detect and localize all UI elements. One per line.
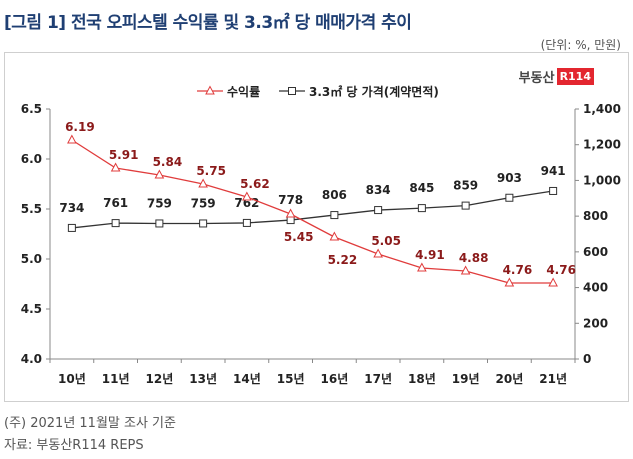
yield-data-label: 5.22: [328, 253, 358, 267]
price-data-label: 759: [191, 196, 216, 210]
price-data-label: 761: [103, 196, 128, 210]
price-series-line: [71, 190, 554, 229]
yield-data-label: 6.19: [65, 120, 95, 134]
yield-point-marker: [198, 178, 208, 188]
price-data-label: 806: [322, 188, 347, 202]
price-point-marker: [67, 223, 76, 232]
footnote-source: 자료: 부동산R114 REPS: [4, 438, 144, 453]
left-tick-label: 4.5: [21, 302, 42, 316]
yield-data-label: 5.84: [153, 155, 183, 169]
chart-title: [그림 1] 전국 오피스텔 수익률 및 3.3㎡ 당 매매가격 추이: [4, 13, 412, 33]
yield-point-marker: [460, 265, 471, 275]
price-data-label: 845: [409, 181, 434, 195]
price-point-marker: [417, 204, 426, 213]
price-point-marker: [242, 218, 251, 227]
price-point-marker: [505, 193, 514, 202]
price-point-marker: [155, 219, 164, 228]
x-tick-label: 12년: [146, 372, 174, 386]
x-tick-label: 15년: [277, 372, 305, 386]
yield-data-label: 4.91: [415, 248, 445, 262]
yield-data-label: 5.45: [284, 230, 314, 244]
x-tick-label: 16년: [321, 372, 349, 386]
price-data-label: 834: [366, 183, 391, 197]
price-data-label: 759: [147, 196, 172, 210]
legend-yield-swatch-marker: [205, 85, 215, 95]
price-data-label: 941: [541, 164, 566, 178]
yield-series-line: [71, 139, 554, 284]
yield-point-marker: [242, 191, 252, 201]
x-tick-label: 17년: [364, 372, 392, 386]
brand-logo: 부동산 R114: [519, 67, 594, 86]
price-data-label: 778: [278, 193, 303, 207]
yield-data-label: 5.62: [240, 177, 270, 191]
x-tick-label: 11년: [102, 372, 130, 386]
x-tick-label: 14년: [233, 372, 261, 386]
yield-data-label: 4.76: [503, 263, 533, 277]
x-tick-label: 13년: [189, 372, 217, 386]
yield-data-label: 5.75: [196, 164, 226, 178]
yield-point-marker: [154, 169, 165, 179]
yield-point-marker: [329, 231, 340, 241]
yield-data-label: 5.05: [371, 234, 401, 248]
price-point-marker: [461, 201, 470, 210]
chart-panel: 부동산 R114 4.0 4.5 5.0 5.5 6.0 6.5 0 200 400 600 800…: [4, 52, 629, 402]
yield-point-marker: [417, 262, 427, 272]
yield-point-marker: [110, 162, 121, 172]
left-tick-label: 6.5: [21, 102, 42, 116]
legend-price-label: 3.3㎡ 당 가격(계약면적): [309, 84, 439, 99]
yield-data-label: 4.76: [546, 263, 576, 277]
right-tick-label: 800: [583, 209, 608, 223]
yield-point-marker: [285, 208, 296, 218]
yield-data-label: 5.91: [109, 148, 139, 162]
price-point-marker: [199, 219, 208, 228]
x-tick-label: 10년: [58, 372, 86, 386]
right-tick-label: 0: [583, 352, 591, 366]
line-chart: 4.0 4.5 5.0 5.5 6.0 6.5 0 200 400 600 800 1,000 1,20…: [21, 84, 621, 386]
x-tick-label: 19년: [452, 372, 480, 386]
right-tick-label: 600: [583, 245, 608, 259]
brand-logo-badge: R114: [556, 68, 594, 85]
legend-price-swatch-marker: [288, 87, 296, 95]
left-tick-label: 5.5: [21, 202, 42, 216]
x-tick-label: 18년: [408, 372, 436, 386]
price-point-marker: [111, 219, 120, 228]
price-point-marker: [549, 186, 558, 195]
yield-point-marker: [373, 248, 383, 258]
right-tick-label: 400: [583, 281, 608, 295]
price-point-marker: [374, 206, 383, 215]
price-data-label: 903: [497, 171, 522, 185]
price-point-marker: [330, 211, 339, 220]
right-tick-label: 200: [583, 316, 608, 330]
price-data-label: 859: [453, 179, 478, 193]
x-tick-label: 21년: [539, 372, 567, 386]
unit-note: (단위: %, 만원): [540, 38, 621, 52]
x-tick-label: 20년: [496, 372, 524, 386]
price-point-marker: [286, 216, 295, 225]
yield-point-marker: [504, 277, 515, 287]
price-data-label: 734: [59, 201, 84, 215]
yield-point-marker: [548, 277, 558, 287]
yield-point-marker: [67, 134, 77, 144]
legend-yield-label: 수익률: [227, 85, 260, 99]
left-tick-label: 5.0: [21, 252, 42, 266]
right-tick-label: 1,200: [583, 138, 621, 152]
yield-data-label: 4.88: [459, 251, 489, 265]
left-tick-label: 6.0: [21, 152, 42, 166]
right-tick-label: 1,400: [583, 102, 621, 116]
right-tick-label: 1,000: [583, 173, 621, 187]
left-tick-label: 4.0: [21, 352, 42, 366]
brand-logo-text: 부동산: [518, 71, 555, 86]
footnote-survey-date: (주) 2021년 11월말 조사 기준: [4, 416, 176, 431]
